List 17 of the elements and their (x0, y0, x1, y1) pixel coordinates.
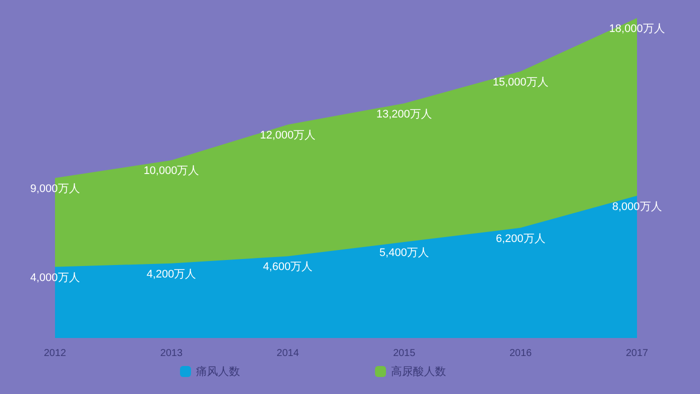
data-label: 12,000万人 (260, 130, 316, 142)
x-tick-label: 2016 (509, 348, 532, 359)
data-label: 15,000万人 (492, 76, 548, 88)
data-label: 4,600万人 (263, 261, 313, 274)
data-label: 8,000万人 (612, 200, 662, 213)
x-tick-label: 2013 (160, 348, 183, 359)
x-tick-label: 2015 (393, 348, 416, 359)
x-tick-label: 2012 (44, 348, 67, 359)
x-tick-label: 2017 (626, 348, 649, 359)
data-label: 6,200万人 (496, 232, 546, 245)
legend-label: 痛风人数 (196, 365, 240, 378)
legend-label: 高尿酸人数 (391, 365, 446, 378)
data-label: 10,000万人 (144, 165, 200, 178)
x-tick-label: 2014 (276, 348, 300, 359)
data-label: 13,200万人 (376, 108, 432, 120)
data-label: 4,200万人 (146, 268, 196, 280)
data-label: 5,400万人 (379, 247, 429, 259)
